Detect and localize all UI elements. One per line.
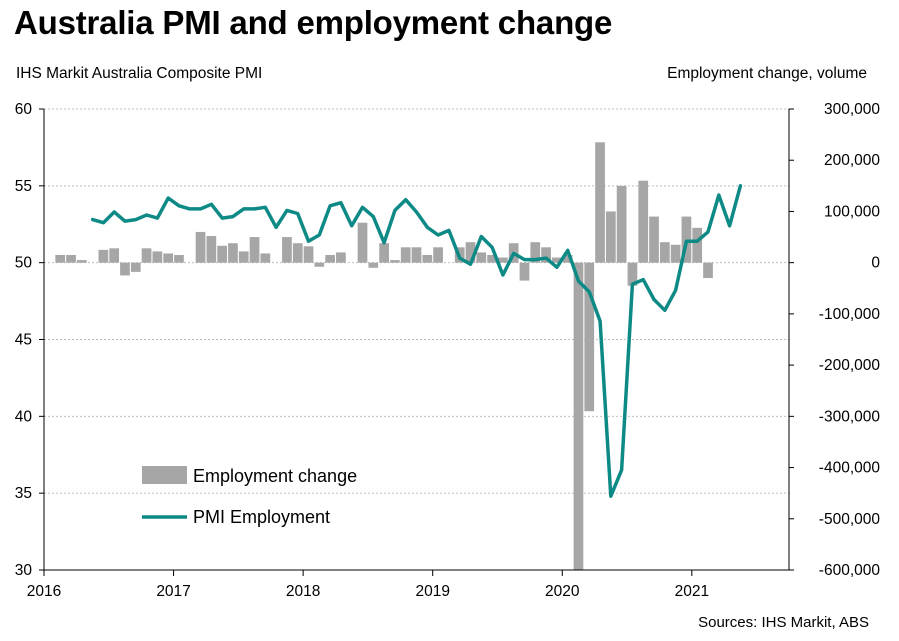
employment-bar: [692, 227, 703, 263]
left-axis-label: IHS Markit Australia Composite PMI: [16, 65, 263, 82]
employment-bar: [292, 243, 303, 263]
employment-bar: [379, 243, 389, 263]
right-tick-label: 200,000: [824, 152, 880, 169]
legend-bar-swatch: [142, 466, 187, 484]
employment-bar: [584, 262, 595, 412]
source-note: Sources: IHS Markit, ABS: [698, 614, 869, 631]
right-tick-label: -300,000: [819, 408, 881, 425]
employment-bar: [98, 249, 109, 263]
legend: Employment change PMI Employment: [142, 466, 357, 527]
employment-bar: [476, 252, 487, 263]
employment-bar: [228, 243, 238, 263]
employment-bar: [195, 231, 206, 263]
employment-bar: [390, 260, 400, 263]
right-tick-label: 300,000: [824, 101, 880, 118]
employment-bar: [649, 216, 659, 263]
employment-bar: [76, 260, 87, 263]
employment-bar: [357, 222, 368, 263]
employment-bar: [109, 248, 120, 263]
chart-title: Australia PMI and employment change: [14, 4, 613, 41]
employment-bar: [249, 237, 260, 263]
right-tick-label: 100,000: [824, 203, 880, 220]
employment-bar: [530, 242, 541, 263]
employment-bar: [325, 254, 335, 263]
x-tick-label: 2017: [156, 583, 190, 600]
employment-bar: [552, 257, 562, 263]
right-axis-label: Employment change, volume: [667, 65, 867, 82]
left-tick-label: 55: [15, 178, 32, 195]
employment-bar: [616, 185, 627, 263]
right-tick-label: -600,000: [819, 562, 881, 579]
employment-bar: [238, 251, 249, 263]
employment-bar: [411, 247, 422, 263]
employment-bar: [605, 211, 616, 263]
left-tick-label: 30: [15, 562, 33, 579]
employment-bar: [66, 254, 76, 263]
left-tick-label: 45: [15, 332, 32, 349]
employment-bar: [163, 253, 174, 263]
employment-bar: [519, 262, 530, 281]
employment-bar: [130, 262, 141, 272]
gridlines: [44, 108, 789, 494]
pmi-employment-line-group: [90, 184, 743, 498]
legend-bar-label: Employment change: [193, 466, 357, 486]
x-tick-label: 2020: [545, 583, 580, 600]
right-tick-label: -100,000: [819, 306, 881, 323]
legend-line-label: PMI Employment: [193, 507, 330, 527]
employment-change-bars: [55, 142, 713, 570]
employment-bar: [487, 254, 497, 263]
left-tick-label: 60: [15, 101, 33, 118]
employment-bar: [314, 262, 325, 267]
employment-bar: [152, 251, 163, 263]
employment-bar: [670, 244, 681, 263]
employment-bar: [595, 142, 605, 263]
x-tick-label: 2019: [415, 583, 449, 600]
x-tick-label: 2018: [286, 583, 320, 600]
employment-bar: [659, 242, 670, 263]
x-tick-label: 2021: [675, 583, 709, 600]
employment-bar: [422, 254, 433, 263]
employment-bar: [282, 237, 292, 263]
right-tick-label: -500,000: [819, 511, 881, 528]
employment-bar: [217, 245, 228, 263]
employment-bar: [573, 262, 584, 570]
pmi-employment-line: [90, 184, 743, 498]
employment-bar: [260, 253, 271, 263]
employment-bar: [703, 262, 713, 279]
employment-bar: [627, 262, 638, 286]
right-tick-label: -200,000: [819, 357, 881, 374]
employment-bar: [400, 247, 411, 263]
employment-bar: [174, 254, 184, 263]
employment-bar: [206, 236, 217, 263]
left-tick-label: 35: [15, 485, 32, 502]
left-tick-label: 40: [15, 408, 33, 425]
employment-bar: [120, 262, 130, 276]
employment-bar: [541, 247, 551, 263]
left-tick-label: 50: [15, 255, 33, 272]
employment-bar: [336, 252, 346, 263]
x-tick-label: 2016: [27, 583, 61, 600]
employment-bar: [465, 242, 476, 263]
employment-bar: [368, 262, 379, 268]
employment-bar: [55, 254, 66, 263]
employment-bar: [638, 180, 649, 263]
left-axis-ticks: 60 55 50 45 40 35 30: [15, 101, 44, 579]
employment-bar: [562, 254, 573, 263]
right-tick-label: -400,000: [819, 460, 881, 477]
right-tick-label: 0: [871, 255, 880, 272]
right-axis-ticks: 300,000 200,000 100,000 0 -100,000 -200,000 -3…: [789, 101, 880, 579]
employment-bar: [433, 247, 443, 263]
employment-bar: [303, 246, 314, 263]
employment-bar: [498, 257, 508, 263]
x-axis-ticks: 2016 2017 2018 2019 2020 2021: [27, 570, 709, 600]
employment-bar: [141, 248, 152, 263]
